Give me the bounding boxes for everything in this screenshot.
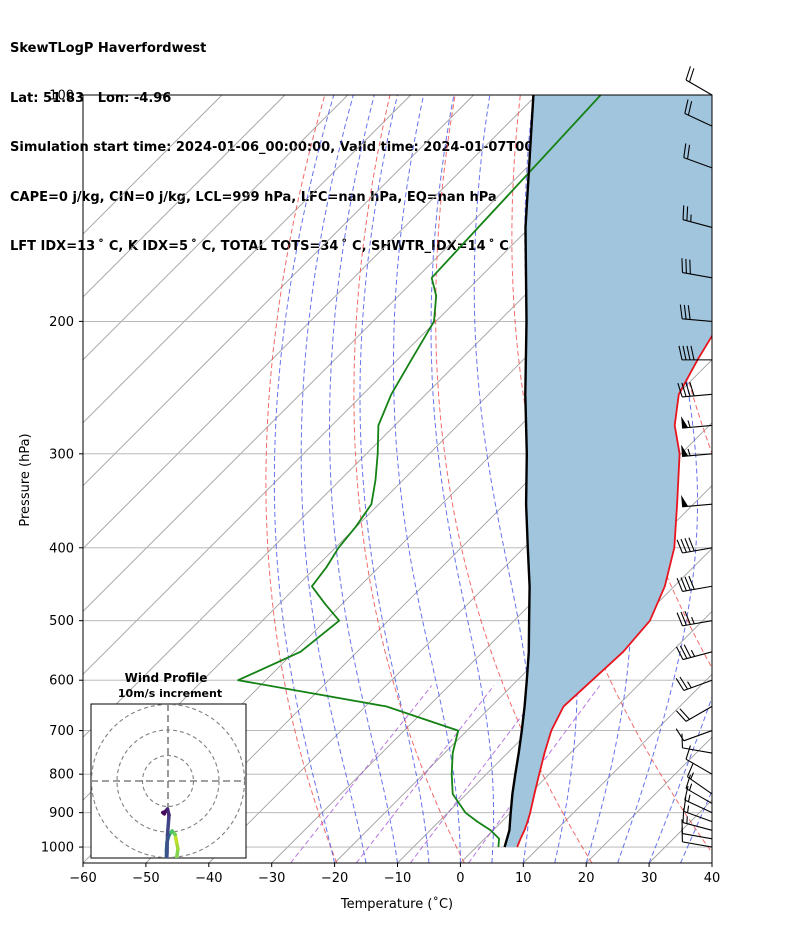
title-location: Lat: 51.83 Lon: -4.96	[10, 90, 172, 106]
mixing-ratio-line	[409, 685, 546, 863]
y-axis-label: Pressure (hPa)	[18, 433, 33, 526]
wind-barb	[675, 728, 713, 742]
isotherm-line	[83, 95, 412, 424]
wind-barb	[679, 304, 713, 322]
wind-barb	[682, 205, 713, 228]
isotherm-line	[83, 95, 537, 550]
y-tick-label: 900	[49, 806, 74, 821]
temperature-line	[516, 334, 712, 848]
title-indices-1: CAPE=0 j/kg, CIN=0 j/kg, LCL=999 hPa, LF…	[10, 189, 497, 205]
x-tick-label: 20	[578, 871, 595, 886]
plot-area	[83, 95, 794, 863]
x-tick-label: 40	[704, 871, 721, 886]
dry-adiabat-line	[353, 95, 465, 863]
moist-adiabat-line	[328, 95, 398, 863]
wind-barb	[681, 494, 713, 508]
dry-adiabat-line	[716, 95, 794, 863]
wind-barb	[685, 774, 713, 804]
wind-barb	[683, 143, 713, 169]
mixing-ratio-line	[290, 685, 433, 863]
wind-barbs	[675, 66, 713, 848]
wind-barb	[681, 827, 713, 848]
y-tick-label: 800	[49, 768, 74, 783]
hodograph-segment	[161, 810, 167, 816]
x-tick-label: 10	[515, 871, 532, 886]
dry-adiabat-line	[435, 95, 593, 863]
y-tick-label: 100	[49, 89, 74, 104]
isotherm-line	[522, 673, 712, 863]
dry-adiabat-line	[265, 95, 338, 863]
chart-header: SkewTLogP Haverfordwest Lat: 51.83 Lon: …	[10, 8, 603, 272]
x-tick-label: −20	[321, 871, 348, 886]
y-tick-label: 700	[49, 724, 74, 739]
wind-barb	[681, 258, 713, 279]
y-tick-label: 1000	[41, 841, 74, 856]
x-tick-label: −10	[384, 871, 411, 886]
dewpoint-line	[237, 95, 602, 848]
isotherm-line	[83, 95, 286, 298]
x-tick-label: −30	[258, 871, 285, 886]
isotherm-line	[334, 484, 712, 863]
moist-adiabat-line	[711, 861, 712, 863]
hodograph-plot	[91, 704, 246, 858]
wind-barb	[676, 644, 713, 661]
wind-barb	[676, 611, 713, 627]
hodograph-subtitle: 10m/s increment	[118, 687, 222, 700]
isotherm-line	[83, 95, 223, 235]
wind-barb	[681, 444, 713, 457]
y-tick-label: 600	[49, 674, 74, 689]
isotherm-line	[460, 610, 712, 863]
wind-barb	[676, 705, 713, 722]
wind-barb	[681, 819, 713, 840]
isotherm-line	[83, 95, 349, 361]
wind-barb	[684, 785, 713, 814]
isotherm-line	[83, 95, 600, 613]
moist-adiabat-line	[617, 95, 698, 863]
hodograph-segment	[165, 816, 171, 837]
x-tick-label: −60	[69, 871, 96, 886]
moist-adiabat-line	[680, 789, 712, 863]
moist-adiabat-line	[273, 95, 336, 863]
cin-shading	[504, 95, 712, 848]
moist-adiabat-line	[300, 95, 367, 863]
moist-adiabat-line	[359, 95, 430, 863]
isotherm-line	[711, 862, 712, 863]
wind-barb	[676, 537, 713, 554]
dry-adiabat-line	[781, 95, 794, 863]
wind-barb	[681, 733, 713, 754]
isotherm-line	[83, 95, 474, 487]
moist-adiabat-line	[648, 695, 712, 863]
wind-barb	[685, 745, 713, 775]
wind-barb	[686, 763, 713, 795]
wind-barb	[675, 676, 713, 691]
hodograph-segment	[165, 833, 170, 858]
parcel-line	[503, 95, 535, 848]
x-tick-label: 0	[456, 871, 464, 886]
wind-barb	[677, 381, 713, 398]
wind-barb	[678, 345, 712, 361]
hodograph-title: Wind Profile	[125, 671, 208, 685]
wind-barb	[676, 575, 713, 593]
y-tick-label: 300	[49, 447, 74, 462]
wind-barb	[684, 99, 713, 127]
y-tick-label: 200	[49, 315, 74, 330]
wind-barb	[685, 66, 713, 96]
y-tick-label: 400	[49, 541, 74, 556]
wind-barb	[681, 416, 713, 429]
x-tick-label: 30	[641, 871, 658, 886]
y-tick-label: 500	[49, 614, 74, 629]
x-tick-label: −50	[132, 871, 159, 886]
mixing-ratio-lines	[290, 685, 601, 863]
x-tick-label: −40	[195, 871, 222, 886]
title-station: SkewTLogP Haverfordwest	[10, 41, 207, 56]
x-axis-label: Temperature (˚C)	[340, 896, 453, 912]
axis-ticks: −60 −50 −40 −30 −20 −10 0 10 20 30 40 100 200 300 400 5…	[41, 89, 720, 887]
mixing-ratio-line	[355, 685, 495, 863]
hodograph-inset: Wind Profile 10m/s increment	[90, 671, 247, 859]
